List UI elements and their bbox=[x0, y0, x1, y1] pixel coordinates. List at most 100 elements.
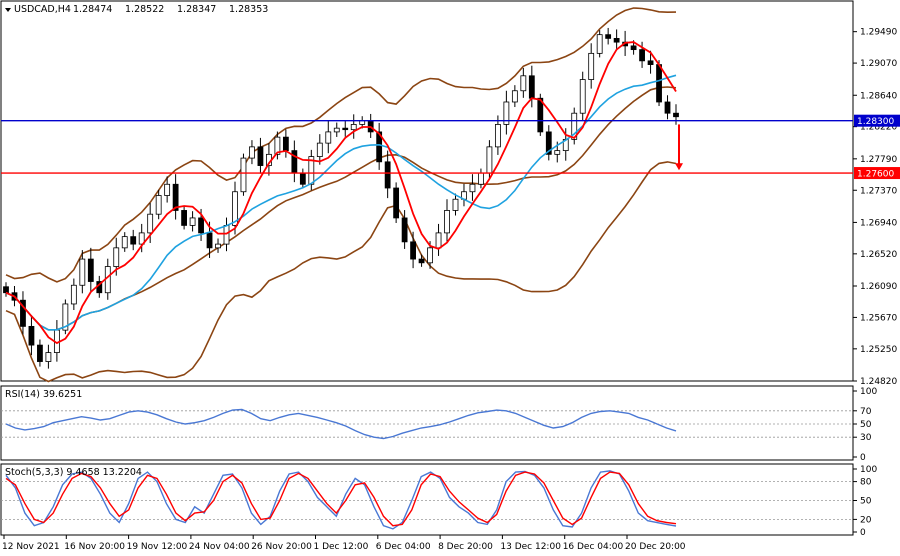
bollinger-lower-band bbox=[5, 161, 677, 383]
candle-body bbox=[639, 49, 645, 62]
candle-body bbox=[393, 187, 400, 219]
time-tick-label: 13 Dec 12:00 bbox=[500, 542, 561, 552]
time-tick-label: 8 Dec 20:00 bbox=[438, 542, 493, 552]
candle-body bbox=[138, 232, 145, 245]
candle-body bbox=[673, 112, 679, 118]
indicator-tick-label: 50 bbox=[860, 420, 872, 430]
candle-body bbox=[452, 198, 459, 211]
candle-body bbox=[155, 195, 162, 215]
time-tick-label: 26 Nov 20:00 bbox=[251, 542, 312, 552]
stoch-axis: 100 80 50 20 0 bbox=[853, 465, 877, 538]
candle-body bbox=[240, 157, 247, 193]
ohlc-value: 1.28474 bbox=[73, 4, 112, 15]
rsi-axis: 100 70 50 30 0 bbox=[853, 387, 877, 463]
price-tick-label: 1.26940 bbox=[860, 218, 897, 228]
candle-body bbox=[410, 241, 416, 260]
indicator-tick-label: 20 bbox=[860, 515, 872, 525]
ohlc-value: 1.28347 bbox=[177, 4, 216, 15]
fast-moving-average-line bbox=[5, 41, 677, 345]
indicator-tick-label: 100 bbox=[860, 387, 877, 397]
candle-body bbox=[164, 183, 171, 196]
candle-body bbox=[198, 217, 204, 234]
candle-body bbox=[181, 210, 188, 226]
candle-body bbox=[511, 90, 518, 103]
candle-body bbox=[630, 45, 637, 51]
candle-body bbox=[249, 146, 255, 159]
candle-body bbox=[257, 146, 264, 166]
candle-body bbox=[113, 247, 120, 267]
candle-body bbox=[316, 142, 323, 157]
candle-body bbox=[87, 258, 94, 282]
price-pane: USDCAD,H4 1.28474 1.28522 1.28347 1.28353 bbox=[0, 0, 854, 383]
candle-body bbox=[45, 352, 52, 362]
candle-body bbox=[79, 258, 86, 286]
price-tick-label: 1.25670 bbox=[860, 313, 897, 323]
indicator-tick-label: 0 bbox=[860, 528, 866, 538]
time-tick-label: 24 Nov 04:00 bbox=[189, 542, 250, 552]
price-tick-label: 1.25250 bbox=[860, 345, 897, 355]
rsi-pane: RSI(14) 39.6251 bbox=[0, 385, 854, 461]
candle-body bbox=[37, 344, 43, 362]
price-tick-label: 1.26090 bbox=[860, 282, 897, 292]
candle-body bbox=[435, 232, 442, 249]
ohlc-value: 1.28522 bbox=[125, 4, 164, 15]
stoch-pane: Stoch(5,3,3) 9.4658 13.2204 bbox=[0, 463, 854, 536]
candle-body bbox=[579, 79, 586, 114]
indicator-series-line bbox=[5, 408, 677, 440]
candle-body bbox=[444, 210, 450, 234]
candle-body bbox=[282, 136, 289, 152]
candle-body bbox=[418, 258, 425, 264]
candle-body bbox=[3, 286, 9, 294]
candle-body bbox=[647, 60, 654, 65]
candle-body bbox=[206, 232, 213, 249]
candle-body bbox=[478, 172, 484, 185]
time-tick-label: 6 Dec 04:00 bbox=[376, 542, 431, 552]
candle-body bbox=[656, 64, 662, 103]
candle-body bbox=[596, 34, 603, 54]
price-axis: 1.29490 1.29070 1.28640 1.28220 1.27790 1.273… bbox=[853, 28, 900, 387]
candle-body bbox=[469, 183, 476, 193]
candle-body bbox=[486, 146, 493, 174]
candle-body bbox=[401, 217, 408, 243]
candle-body bbox=[62, 303, 69, 331]
candle-body bbox=[427, 247, 433, 264]
candle-body bbox=[494, 124, 501, 148]
candle-body bbox=[20, 299, 26, 327]
indicator-tick-label: 30 bbox=[860, 433, 872, 443]
collapse-triangle-icon[interactable] bbox=[5, 8, 11, 12]
stoch-title: Stoch(5,3,3) 9.4658 13.2204 bbox=[5, 467, 142, 478]
indicator-series-line bbox=[5, 470, 677, 530]
time-tick-label: 12 Nov 2021 bbox=[2, 542, 60, 552]
candle-body bbox=[528, 75, 535, 99]
candle-body bbox=[554, 150, 561, 155]
bollinger-upper-band bbox=[5, 7, 677, 283]
candle-body bbox=[605, 34, 612, 39]
candle-body bbox=[384, 161, 391, 189]
indicator-tick-label: 80 bbox=[860, 478, 872, 488]
ohlc-value: 1.28353 bbox=[229, 4, 268, 15]
candle-body bbox=[215, 243, 221, 249]
time-tick-label: 20 Dec 20:00 bbox=[625, 542, 686, 552]
candle-body bbox=[325, 131, 332, 144]
candle-body bbox=[130, 236, 137, 245]
level-price-tag bbox=[854, 114, 900, 127]
slow-moving-average-line bbox=[5, 74, 677, 331]
candle-body bbox=[545, 131, 552, 155]
price-tick-label: 1.27370 bbox=[860, 186, 897, 196]
candle-body bbox=[537, 97, 544, 133]
candle-body bbox=[664, 101, 671, 114]
price-tick-label: 1.28640 bbox=[860, 91, 897, 101]
candle-body bbox=[28, 325, 35, 346]
candle-body bbox=[147, 213, 154, 234]
candle-body bbox=[571, 112, 578, 140]
price-tick-label: 1.27790 bbox=[860, 155, 897, 165]
price-tick-label: 1.28220 bbox=[860, 123, 897, 133]
candle-body bbox=[342, 127, 349, 131]
indicator-tick-label: 0 bbox=[860, 453, 866, 463]
candle-body bbox=[232, 191, 238, 226]
candle-body bbox=[274, 136, 281, 155]
candle-body bbox=[299, 172, 306, 185]
time-tick-label: 16 Dec 04:00 bbox=[563, 542, 624, 552]
price-tick-label: 1.26520 bbox=[860, 250, 897, 260]
